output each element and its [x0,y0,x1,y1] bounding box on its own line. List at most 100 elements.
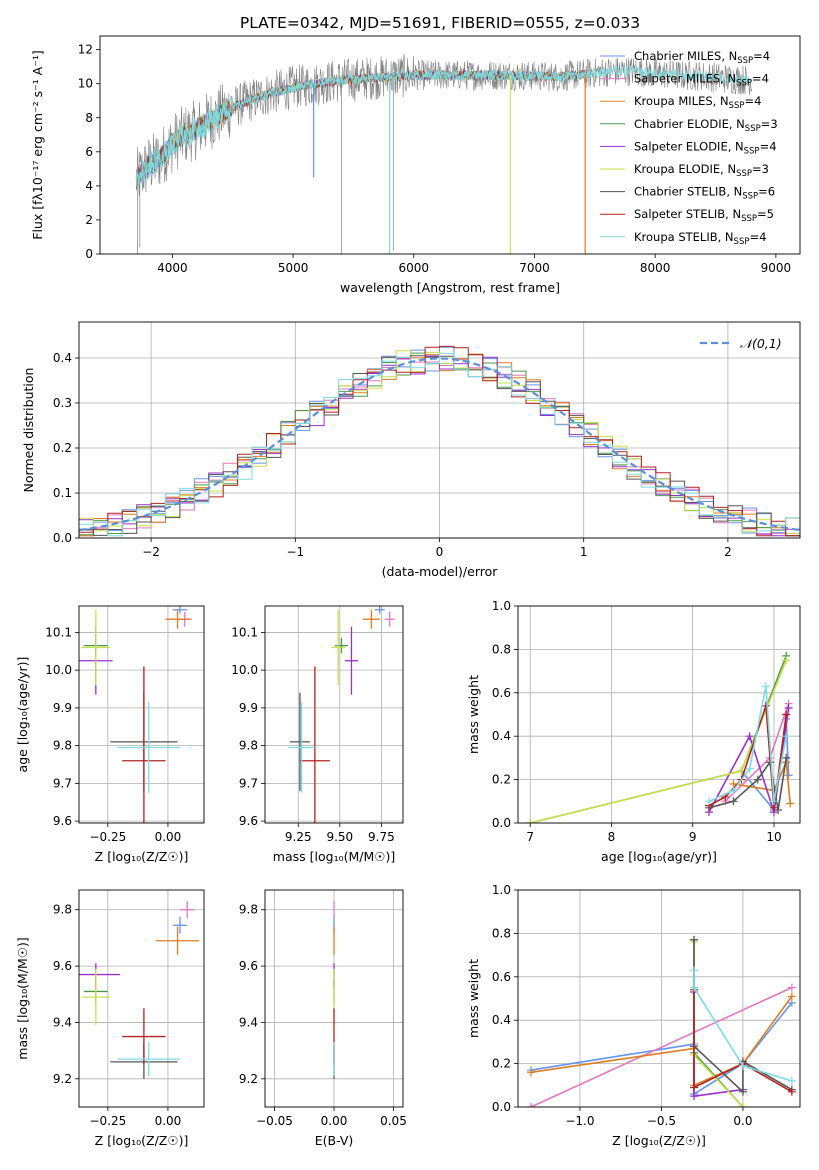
age-vs-mass-ytick-label: 10.1 [231,625,258,639]
legend-label: Kroupa ELODIE, NSSP=3 [634,162,769,179]
mw-vs-z-marker [787,992,796,1001]
mw-vs-age-marker [786,799,795,808]
age-vs-mass-xlabel: mass [log₁₀(M/M☉)] [273,849,395,864]
age-vs-mass-xtick-label: 9.75 [368,830,395,844]
age-vs-mass-ytick-label: 9.9 [239,701,258,715]
gaussian-legend-label: 𝒩(0,1) [740,336,782,351]
legend-label-sub: SSP [744,146,760,156]
mw-vs-age-ytick-label: 0.6 [492,686,511,700]
mw-vs-z-xlabel: Z [log₁₀(Z/Z☉)] [612,1133,706,1148]
mass-vs-ebv-axes: −0.05 0.00 0.05 9.2 9.4 9.6 9.8 E(B-V) [239,890,407,1148]
mw-vs-age-series-line [733,761,791,804]
residuals-ytick-label: 0.1 [53,486,72,500]
legend-label-sub: SSP [737,56,753,66]
mass-vs-z-ytick-label: 9.4 [53,1015,72,1029]
mw-vs-z-xtick-label: −0.5 [647,1114,676,1128]
spectrum-xtick-label: 7000 [519,261,550,275]
mw-vs-age-series-line [708,757,787,811]
mw-vs-age-marker [526,819,535,823]
mw-vs-age-marker [745,732,754,741]
mw-vs-age-marker [769,797,778,806]
residuals-xtick-label: 2 [724,545,732,559]
legend-label-main: Kroupa MILES, N [634,94,729,108]
residual-hist-line [79,352,800,537]
spectrum-frame [99,35,801,255]
spectrum-xtick-label: 4000 [157,261,188,275]
legend-label-suffix: =4 [752,72,769,86]
legend-label-sub: SSP [745,124,761,134]
mw-vs-z-xtick-label: 0.0 [733,1114,752,1128]
legend-label-suffix: =3 [752,162,769,176]
legend-label-sub: SSP [736,169,752,179]
residuals-xtick-label: 0 [436,545,444,559]
mass-vs-z-frame [78,889,205,1108]
legend-label-suffix: =4 [749,230,766,244]
mw-vs-age-xtick-label: 10 [766,830,781,844]
mw-vs-z-marker [787,1076,796,1085]
legend-label-suffix: =4 [753,49,770,63]
spectrum-ylabel: Flux [fλ10⁻¹⁷ erg cm⁻² s⁻¹ A⁻¹] [30,50,45,239]
mw-vs-z-marker [738,1087,747,1096]
legend-label-main: Chabrier MILES, N [634,49,737,63]
age-vs-mass-xtick-label: 9.25 [285,830,312,844]
legend-label-suffix: =5 [757,207,774,221]
mw-vs-age-marker [761,701,770,710]
mass-vs-z-xlabel: Z [log₁₀(Z/Z☉)] [95,1133,189,1148]
legend-label-sub: SSP [742,192,758,202]
mw-vs-z-marker [787,1087,796,1096]
age-vs-z-ytick-label: 9.6 [53,814,72,828]
mw-vs-z-ytick-label: 0.4 [492,1013,511,1027]
legend-label-suffix: =3 [761,117,778,131]
spectrum-ytick-label: 2 [85,213,93,227]
age-vs-z-ytick-label: 9.7 [53,776,72,790]
mw-vs-z-plot [527,935,796,1107]
mw-vs-z-marker [690,1092,699,1101]
mass-vs-ebv-ytick-label: 9.4 [239,1015,258,1029]
residuals-ytick-label: 0.3 [53,396,72,410]
age-vs-z-ytick-label: 9.8 [53,739,72,753]
spectrum-ytick-label: 6 [85,145,93,159]
residuals-xlabel: (data-model)/error [382,564,499,579]
residuals-ytick-label: 0.0 [53,531,72,545]
mw-vs-age-plot [526,651,795,823]
mw-vs-age-ytick-label: 0.2 [492,773,511,787]
spectrum-xtick-label: 9000 [761,261,792,275]
age-vs-mass-axes: 9.25 9.50 9.75 9.6 9.7 9.8 9.9 10.0 10.1 mass [lo… [231,606,403,864]
mw-vs-age-xlabel: age [log₁₀(age/yr)] [601,849,717,864]
age-vs-z-plot [79,606,192,823]
mw-vs-age-marker [704,797,713,806]
age-vs-z-xlabel: Z [log₁₀(Z/Z☉)] [95,849,189,864]
legend-label: Chabrier STELIB, NSSP=6 [634,185,775,202]
mw-vs-z-marker [527,1068,536,1077]
legend-label: Kroupa STELIB, NSSP=4 [634,230,766,247]
legend-label-main: Salpeter STELIB, N [634,207,741,221]
age-vs-mass-plot [288,606,395,823]
spectrum-model-kroupa-stelib [135,64,753,188]
legend-label-main: Salpeter ELODIE, N [634,139,744,153]
mw-vs-z-marker [690,966,699,975]
mass-vs-ebv-xtick-label: 0.00 [321,1114,348,1128]
mass-vs-z-axes: −0.25 0.00 9.2 9.4 9.6 9.8 Z [log₁₀(Z/Z☉)] mass… [15,890,204,1148]
legend-label-suffix: =4 [744,94,761,108]
mw-vs-age-marker [782,656,791,665]
mw-vs-z-ytick-label: 0.2 [492,1057,511,1071]
spectrum-ytick-label: 0 [85,247,93,261]
age-vs-z-ytick-label: 9.9 [53,701,72,715]
residuals-ytick-label: 0.2 [53,441,72,455]
mw-vs-age-marker [753,775,762,784]
spectrum-ytick-label: 8 [85,111,93,125]
mw-vs-z-marker [690,935,699,944]
mw-vs-z-series-line [693,989,793,1093]
mass-vs-z-ytick-label: 9.6 [53,959,72,973]
mw-vs-age-marker [729,786,738,795]
residual-hist-line [79,345,800,537]
mw-vs-age-marker [729,797,738,806]
age-vs-mass-frame [264,605,404,824]
legend-label-main: Salpeter MILES, N [634,72,736,86]
mass-vs-ebv-xtick-label: 0.05 [380,1114,407,1128]
spectrum-ytick-label: 12 [78,43,93,57]
spectrum-plot [135,53,753,254]
age-vs-mass-ytick-label: 10.0 [231,663,258,677]
mw-vs-z-ylabel: mass weight [466,959,481,1038]
